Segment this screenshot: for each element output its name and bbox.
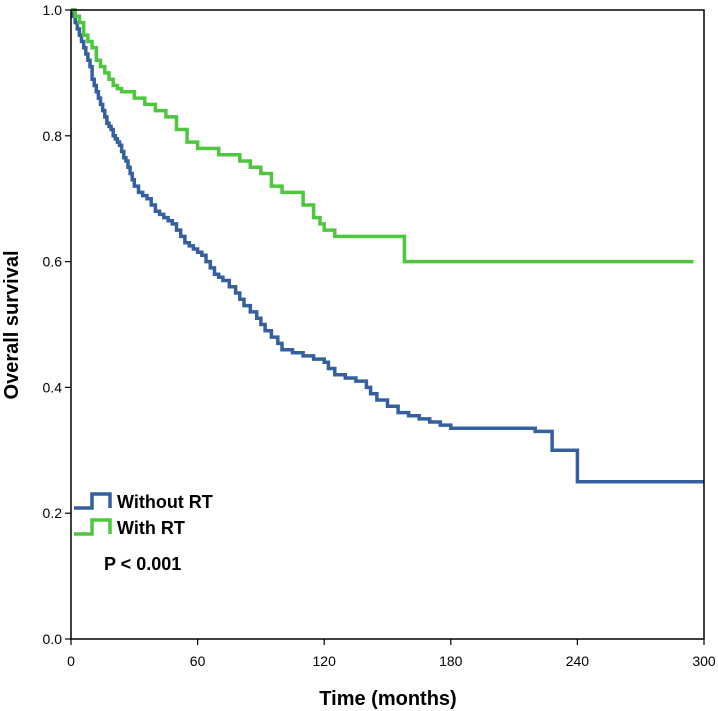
y-tick-label-0.8: 0.8 (43, 128, 63, 144)
plot-frame (70, 9, 705, 640)
legend: Without RT With RT (74, 492, 213, 538)
y-tick-label-0.0: 0.0 (43, 631, 63, 647)
p-value-annotation: P < 0.001 (104, 554, 181, 574)
x-tick-label-0: 0 (67, 653, 75, 669)
x-axis-title: Time (months) (319, 688, 456, 710)
x-tick-label-180: 180 (439, 653, 463, 669)
survival-curve-without-rt (71, 8, 704, 484)
x-tick-label-60: 60 (190, 653, 206, 669)
y-tick-label-1.0: 1.0 (43, 2, 63, 18)
x-tick-label-120: 120 (313, 653, 337, 669)
y-tick-label-0.2: 0.2 (43, 505, 63, 521)
y-axis-title: Overall survival (1, 251, 23, 400)
series-layer (71, 8, 704, 484)
survival-curve-with-rt (71, 8, 694, 264)
x-tick-label-240: 240 (566, 653, 590, 669)
y-tick-label-0.4: 0.4 (43, 379, 63, 395)
legend-swatch-without-rt (74, 492, 112, 510)
y-tick-label-0.6: 0.6 (43, 254, 63, 270)
legend-label-without-rt: Without RT (117, 492, 213, 512)
x-tick-label-300: 300 (692, 653, 716, 669)
legend-label-with-rt: With RT (117, 518, 185, 538)
axis-layer: 0 60 120 180 240 300 0.0 0.2 0.4 0.6 0.8 1.0 (43, 2, 716, 669)
legend-swatch-with-rt (74, 518, 112, 536)
